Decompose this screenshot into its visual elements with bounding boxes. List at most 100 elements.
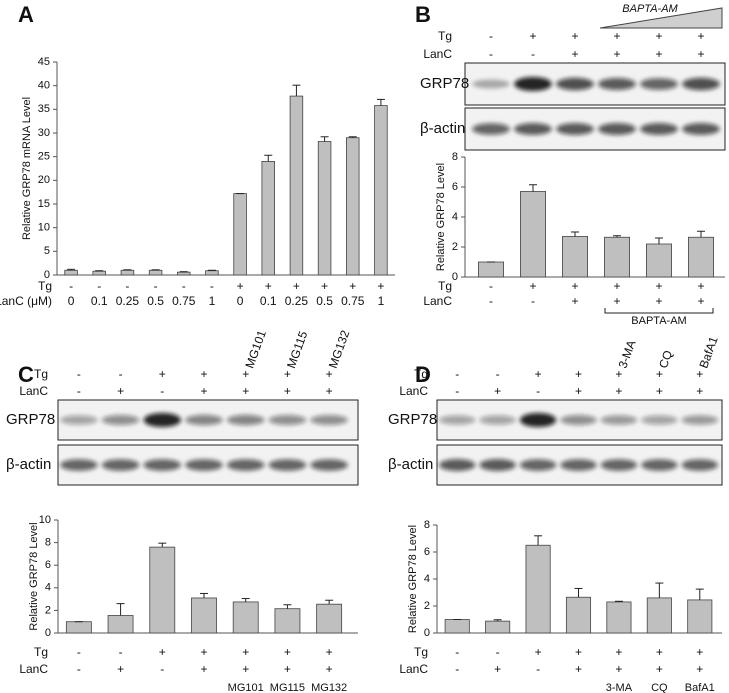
- y-tick-label: 20: [38, 174, 50, 186]
- row-value: +: [571, 29, 578, 43]
- row-value: +: [117, 662, 124, 676]
- blot-band: [560, 415, 597, 425]
- blot-band: [101, 459, 140, 471]
- bar: [485, 620, 511, 634]
- blot-band: [598, 123, 636, 135]
- row-value: -: [531, 47, 535, 61]
- inhibitor-label: MG132: [326, 328, 353, 370]
- row-value: +: [529, 29, 536, 43]
- row-value: -: [536, 384, 540, 398]
- blot-band: [682, 77, 720, 91]
- error-bar: [655, 237, 663, 244]
- blot-label: GRP78: [420, 75, 469, 92]
- gradient-triangle: [599, 7, 723, 29]
- blot-band: [556, 77, 594, 91]
- row-value: +: [326, 367, 333, 381]
- row-label: Tg: [414, 367, 428, 381]
- blot-label: β-actin: [6, 456, 51, 473]
- inhibitor-label: MG101: [242, 328, 269, 370]
- row-value: +: [655, 279, 662, 293]
- row-value: +: [656, 645, 663, 659]
- bar: [177, 271, 191, 276]
- row-value: -: [154, 279, 158, 293]
- blot-band: [185, 459, 223, 471]
- bar: [232, 601, 259, 634]
- y-tick-label: 0: [45, 627, 51, 639]
- error-bar: [574, 587, 583, 598]
- blot-band: [519, 413, 557, 427]
- bar: [274, 608, 301, 634]
- inhibitor-label: 3-MA: [606, 682, 633, 693]
- bar: [646, 243, 673, 278]
- row-value: -: [489, 47, 493, 61]
- error-bar: [614, 600, 623, 602]
- blot-band: [682, 123, 720, 135]
- row-value: -: [210, 279, 214, 293]
- row-value: +: [237, 279, 244, 293]
- bar: [688, 236, 715, 278]
- error-bar: [116, 603, 125, 616]
- row-value: +: [326, 662, 333, 676]
- y-tick-label: 8: [45, 537, 51, 549]
- row-label: Tg: [414, 645, 428, 659]
- row-value: +: [159, 645, 166, 659]
- error-bar: [697, 230, 705, 238]
- row-value: -: [125, 279, 129, 293]
- row-value: 0.75: [172, 294, 196, 308]
- row-value: +: [494, 384, 501, 398]
- row-value: -: [160, 384, 164, 398]
- row-label: LanC: [399, 384, 428, 398]
- row-value: -: [496, 645, 500, 659]
- bar: [261, 160, 275, 276]
- row-value: +: [656, 367, 663, 381]
- row-value: +: [242, 367, 249, 381]
- bar: [316, 603, 343, 634]
- bar: [107, 615, 134, 634]
- bar: [191, 597, 217, 634]
- bar: [149, 546, 176, 634]
- row-value: +: [494, 662, 501, 676]
- bar: [525, 544, 551, 634]
- row-value: +: [284, 645, 291, 659]
- blot-bands: [472, 77, 720, 91]
- y-tick-label: 2: [452, 241, 458, 253]
- blot-band: [479, 415, 516, 425]
- bar: [687, 599, 713, 634]
- error-bar: [158, 542, 167, 548]
- bar: [317, 141, 332, 276]
- row-value: 0.1: [91, 294, 108, 308]
- inhibitor-label: CQ: [656, 348, 675, 370]
- y-tick-label: 10: [39, 514, 51, 526]
- y-tick-label: 15: [38, 198, 50, 210]
- y-tick-label: 4: [452, 211, 458, 223]
- blot-band: [143, 413, 182, 427]
- row-value: +: [326, 384, 333, 398]
- bar: [565, 596, 592, 634]
- row-value: +: [613, 279, 620, 293]
- row-value: +: [242, 645, 249, 659]
- y-tick-label: 6: [424, 546, 430, 558]
- blot-band: [514, 77, 552, 91]
- row-label: LanC: [19, 662, 48, 676]
- row-value: +: [615, 367, 622, 381]
- row-value: +: [655, 29, 662, 43]
- bar: [606, 601, 632, 634]
- row-value: 0: [237, 294, 244, 308]
- y-tick-label: 25: [38, 151, 50, 163]
- row-value: +: [284, 384, 291, 398]
- row-value: -: [119, 367, 123, 381]
- y-axis-label: Relative GRP78 Level: [407, 525, 419, 633]
- blot-band: [268, 459, 307, 471]
- inhibitor-label: BafA1: [685, 682, 715, 693]
- blot-band: [60, 415, 98, 425]
- error-bar: [200, 592, 208, 598]
- row-label: Tg: [38, 279, 52, 293]
- bar: [205, 270, 219, 276]
- panel-label: B: [415, 2, 431, 27]
- row-value: +: [200, 645, 207, 659]
- row-value: +: [613, 29, 620, 43]
- blot-band: [226, 414, 265, 426]
- blot-band: [560, 459, 597, 471]
- error-bar: [493, 619, 502, 622]
- error-bar: [348, 136, 357, 138]
